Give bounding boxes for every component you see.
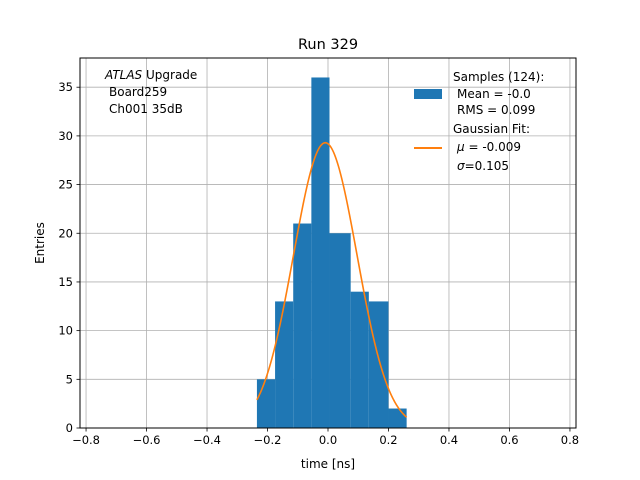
legend-sigma-value: =0.105: [465, 159, 509, 173]
x-tick-label: −0.4: [193, 433, 221, 447]
histogram-bar: [293, 223, 312, 428]
axis-ticks: −0.8 −0.6 −0.4 −0.2 0.0 0.2 0.4 0.6 0.8 0 5 10 15 20 2…: [58, 80, 579, 447]
y-axis-label: Entries: [33, 222, 47, 264]
gaussian-fit: [256, 141, 408, 418]
y-tick-label: 35: [58, 80, 73, 94]
legend-mu-value: = -0.009: [465, 140, 521, 154]
annotation-experiment: ATLAS: [104, 68, 143, 82]
legend-histogram-title: Samples (124):: [453, 70, 544, 84]
legend-histogram-rms: RMS = 0.099: [457, 103, 535, 117]
histogram-bar: [311, 77, 330, 428]
x-tick-label: −0.2: [254, 433, 282, 447]
x-tick-label: 0.0: [319, 433, 337, 447]
x-tick-label: 0.4: [440, 433, 458, 447]
chart-title: Run 329: [298, 37, 358, 53]
annotation-channel: Ch001 35dB: [109, 102, 183, 116]
histogram-bar: [388, 408, 407, 428]
annotation-line-1: ATLAS Upgrade: [104, 68, 197, 82]
y-tick-label: 5: [66, 372, 73, 386]
legend-histogram-mean: Mean = -0.0: [457, 87, 531, 101]
histogram-bar: [350, 291, 369, 428]
x-tick-label: −0.6: [133, 433, 161, 447]
histogram-bar: [256, 379, 276, 428]
annotation-line1-rest: Upgrade: [142, 68, 197, 82]
x-tick-label: 0.6: [500, 433, 518, 447]
legend-mu-symbol: μ: [456, 140, 465, 154]
y-tick-label: 15: [58, 275, 73, 289]
x-tick-label: 0.2: [379, 433, 397, 447]
annotation-box: ATLAS Upgrade Board259 Ch001 35dB: [104, 68, 197, 116]
histogram-bar: [329, 233, 351, 428]
histogram-bar: [275, 301, 294, 428]
histogram-bar: [368, 301, 389, 428]
fit-curve: [256, 141, 408, 418]
legend-fit-sigma: σ=0.105: [457, 159, 509, 173]
legend-fit-title: Gaussian Fit:: [453, 122, 530, 136]
legend-sigma-symbol: σ: [457, 159, 465, 173]
annotation-board: Board259: [109, 85, 167, 99]
y-tick-label: 20: [58, 226, 73, 240]
x-tick-label: −0.8: [72, 433, 100, 447]
legend-fit-mu: μ = -0.009: [456, 140, 521, 154]
legend-histogram-swatch: [414, 89, 442, 99]
y-tick-label: 0: [66, 421, 73, 435]
legend: Samples (124): Mean = -0.0 RMS = 0.099 G…: [414, 70, 544, 173]
y-tick-label: 10: [58, 324, 73, 338]
y-tick-label: 25: [58, 178, 73, 192]
y-tick-label: 30: [58, 129, 73, 143]
x-axis-label: time [ns]: [301, 457, 355, 471]
x-tick-label: 0.8: [561, 433, 579, 447]
